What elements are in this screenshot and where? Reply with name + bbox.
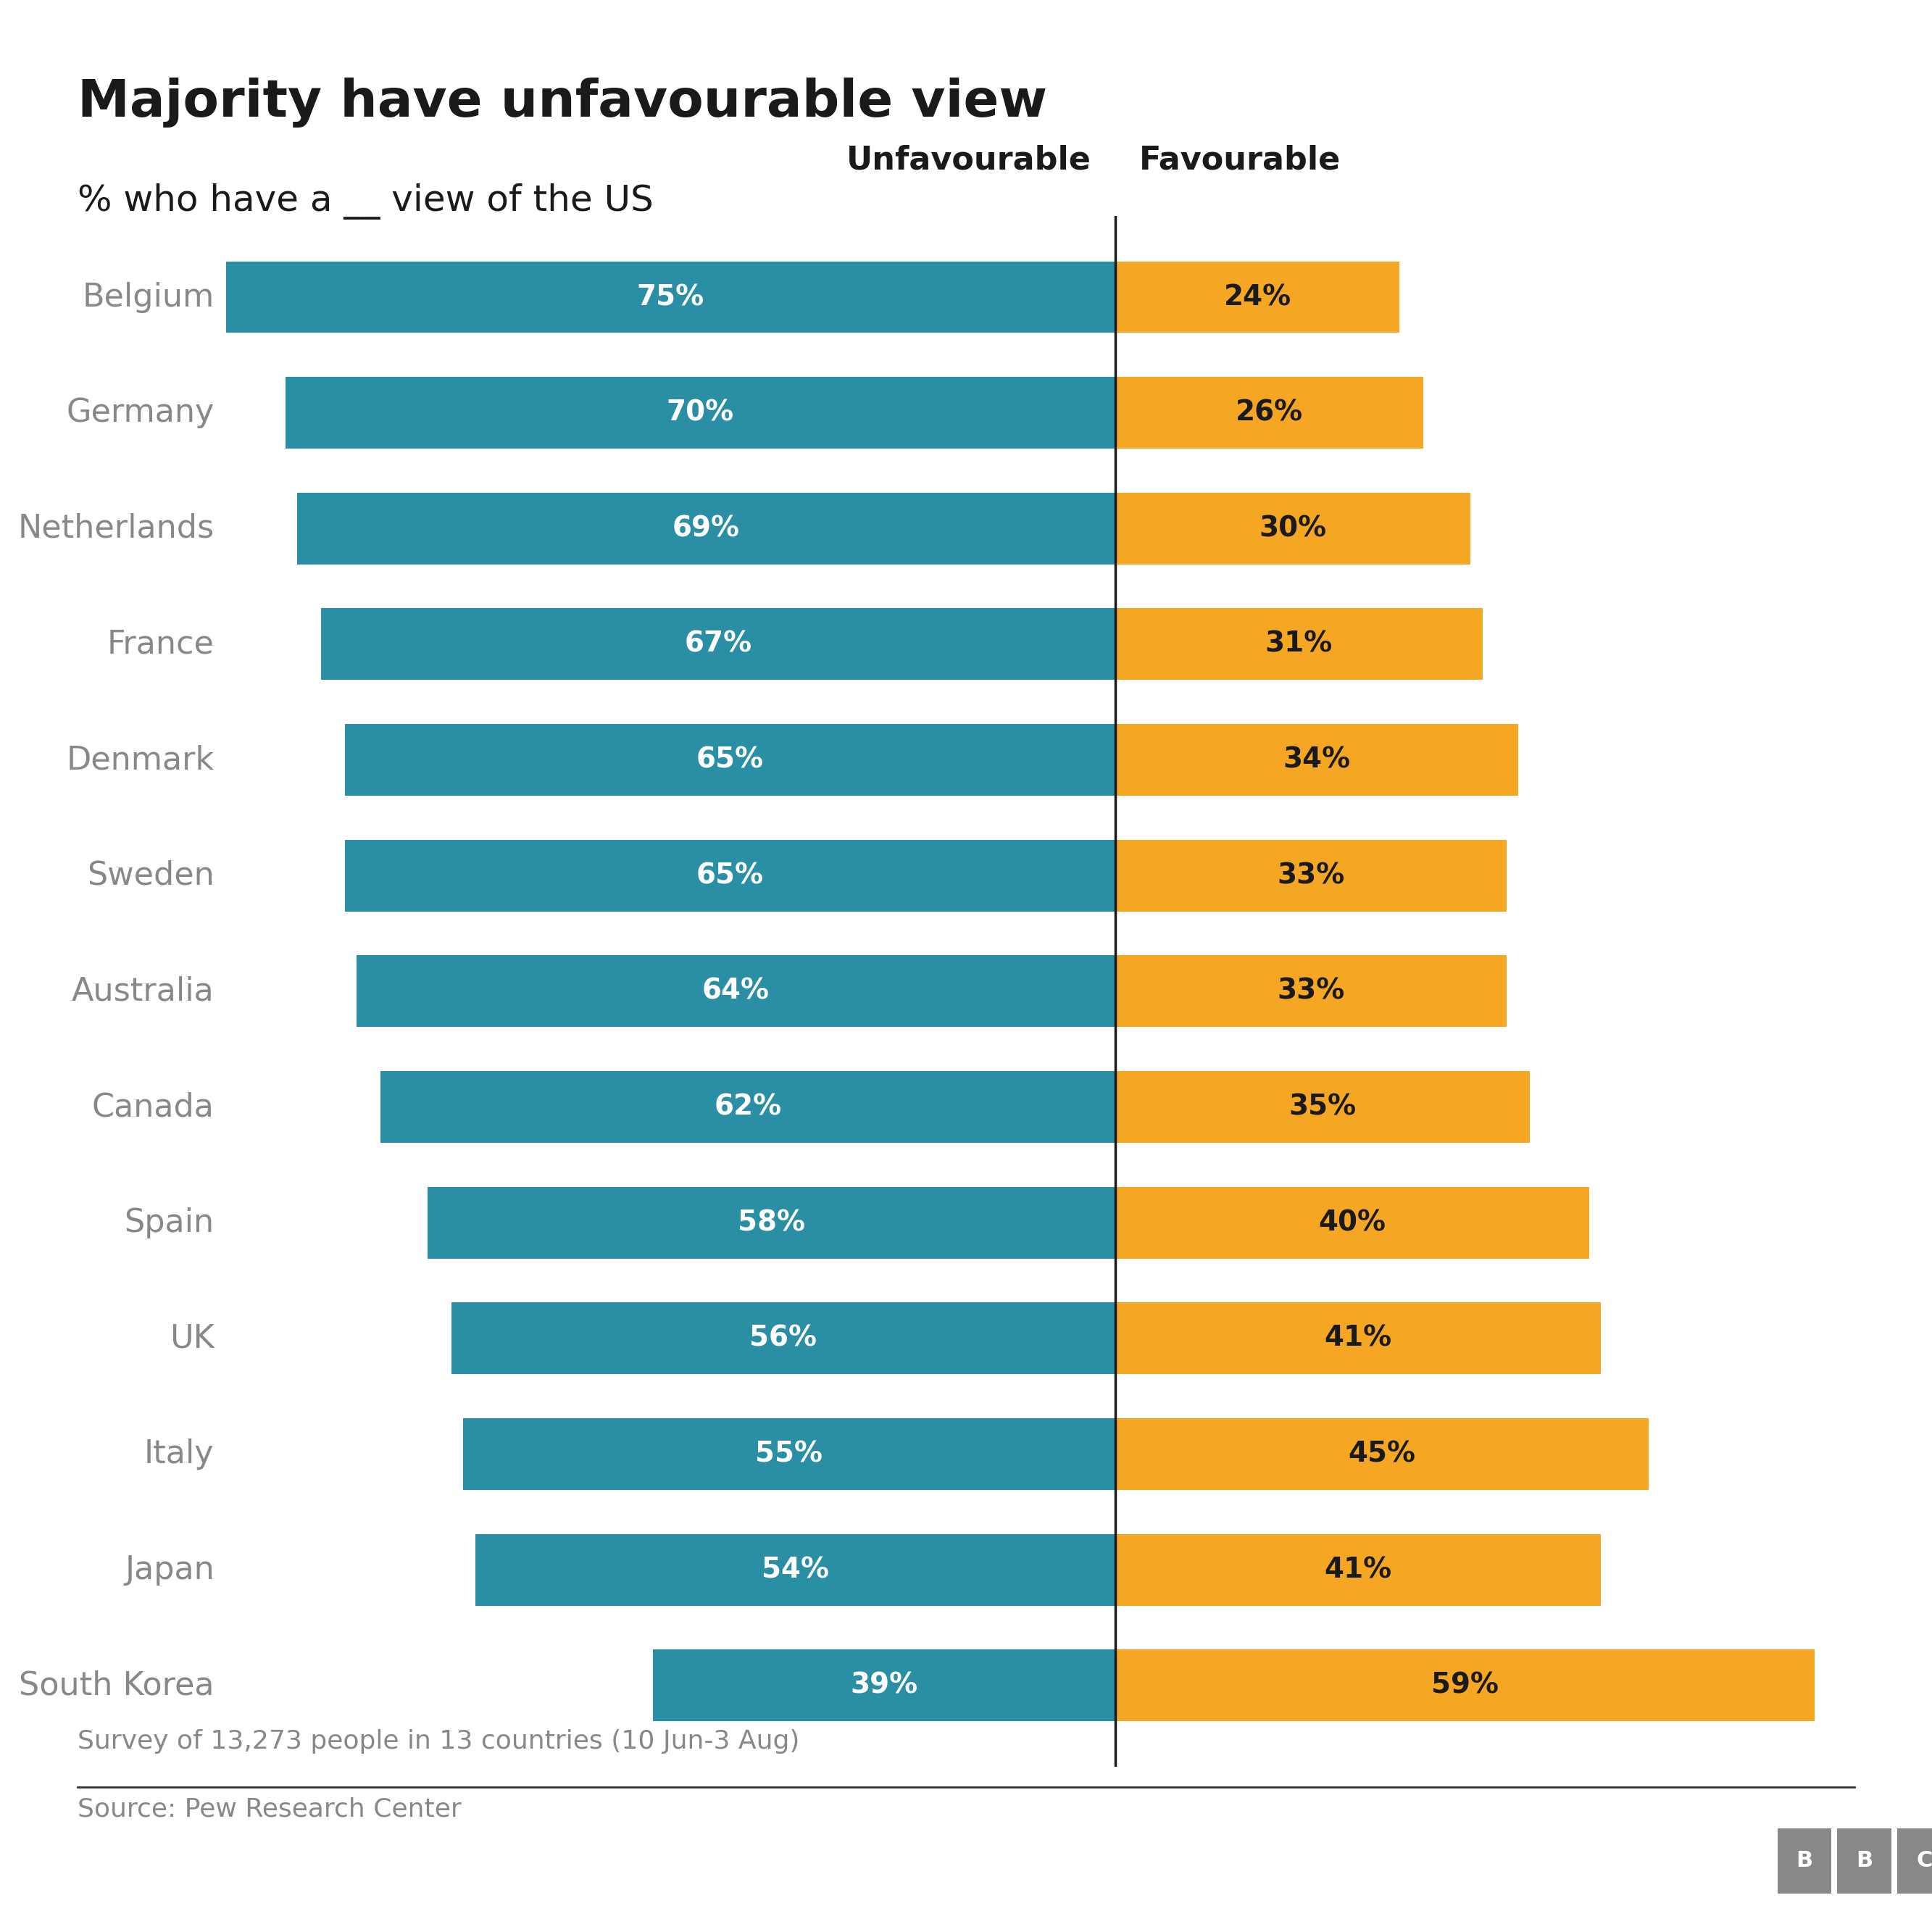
Text: Canada: Canada bbox=[93, 1092, 214, 1122]
Text: Australia: Australia bbox=[71, 976, 214, 1007]
Bar bbox=[1115, 1186, 1590, 1258]
Text: Majority have unfavourable view: Majority have unfavourable view bbox=[77, 77, 1047, 128]
Text: 65%: 65% bbox=[696, 746, 763, 773]
Bar bbox=[1115, 493, 1470, 564]
Text: C: C bbox=[1917, 1851, 1932, 1872]
Bar bbox=[344, 724, 1115, 796]
Text: % who have a __ view of the US: % who have a __ view of the US bbox=[77, 184, 653, 220]
Bar bbox=[1115, 377, 1424, 448]
Text: South Korea: South Korea bbox=[19, 1669, 214, 1702]
Bar bbox=[1115, 1418, 1648, 1490]
Text: 33%: 33% bbox=[1277, 978, 1345, 1005]
Text: France: France bbox=[106, 628, 214, 661]
Text: 31%: 31% bbox=[1265, 630, 1333, 659]
Text: 65%: 65% bbox=[696, 862, 763, 889]
Text: 33%: 33% bbox=[1277, 862, 1345, 889]
Text: Source: Pew Research Center: Source: Pew Research Center bbox=[77, 1797, 462, 1822]
Text: 59%: 59% bbox=[1432, 1671, 1499, 1700]
Text: Italy: Italy bbox=[145, 1439, 214, 1470]
Bar bbox=[321, 609, 1115, 680]
Text: 69%: 69% bbox=[672, 514, 740, 543]
Bar bbox=[464, 1418, 1115, 1490]
Text: Spain: Spain bbox=[124, 1208, 214, 1238]
Text: Survey of 13,273 people in 13 countries (10 Jun-3 Aug): Survey of 13,273 people in 13 countries … bbox=[77, 1729, 800, 1754]
Bar bbox=[298, 493, 1115, 564]
Text: 70%: 70% bbox=[667, 400, 734, 427]
Text: B: B bbox=[1797, 1851, 1812, 1872]
Text: 45%: 45% bbox=[1349, 1441, 1416, 1468]
Text: 41%: 41% bbox=[1323, 1325, 1391, 1352]
Bar bbox=[357, 956, 1115, 1028]
Bar bbox=[1115, 609, 1482, 680]
Text: 55%: 55% bbox=[755, 1441, 823, 1468]
Bar bbox=[1115, 1534, 1602, 1605]
Text: Sweden: Sweden bbox=[87, 860, 214, 891]
Bar bbox=[653, 1650, 1115, 1721]
Text: B: B bbox=[1857, 1851, 1872, 1872]
Text: 39%: 39% bbox=[850, 1671, 918, 1700]
Bar bbox=[1115, 724, 1519, 796]
Bar bbox=[1115, 840, 1507, 912]
Text: Belgium: Belgium bbox=[83, 282, 214, 313]
Bar bbox=[344, 840, 1115, 912]
Text: Netherlands: Netherlands bbox=[17, 514, 214, 545]
Bar bbox=[1115, 956, 1507, 1028]
Bar bbox=[226, 261, 1115, 332]
Bar bbox=[1115, 1650, 1814, 1721]
Text: UK: UK bbox=[170, 1323, 214, 1354]
Text: 64%: 64% bbox=[701, 978, 769, 1005]
Text: 58%: 58% bbox=[738, 1209, 806, 1236]
Text: 40%: 40% bbox=[1318, 1209, 1385, 1236]
Bar bbox=[1115, 1070, 1530, 1144]
Bar bbox=[427, 1186, 1115, 1258]
Text: Unfavourable: Unfavourable bbox=[846, 145, 1092, 176]
Text: Germany: Germany bbox=[66, 398, 214, 429]
Bar bbox=[286, 377, 1115, 448]
Bar bbox=[1115, 1302, 1602, 1374]
Text: Favourable: Favourable bbox=[1138, 145, 1341, 176]
Text: 41%: 41% bbox=[1323, 1555, 1391, 1584]
Text: Japan: Japan bbox=[126, 1553, 214, 1586]
Text: Denmark: Denmark bbox=[66, 744, 214, 775]
Text: 54%: 54% bbox=[761, 1555, 829, 1584]
Text: 75%: 75% bbox=[638, 284, 705, 311]
Bar bbox=[381, 1070, 1115, 1144]
Text: 62%: 62% bbox=[715, 1094, 781, 1121]
Bar bbox=[1115, 261, 1399, 332]
Text: 67%: 67% bbox=[684, 630, 752, 659]
Text: 24%: 24% bbox=[1223, 284, 1291, 311]
Text: 56%: 56% bbox=[750, 1325, 817, 1352]
Text: 26%: 26% bbox=[1235, 400, 1302, 427]
Text: 34%: 34% bbox=[1283, 746, 1350, 773]
Text: 30%: 30% bbox=[1260, 514, 1327, 543]
Bar bbox=[475, 1534, 1115, 1605]
Text: 35%: 35% bbox=[1289, 1094, 1356, 1121]
Bar bbox=[452, 1302, 1115, 1374]
